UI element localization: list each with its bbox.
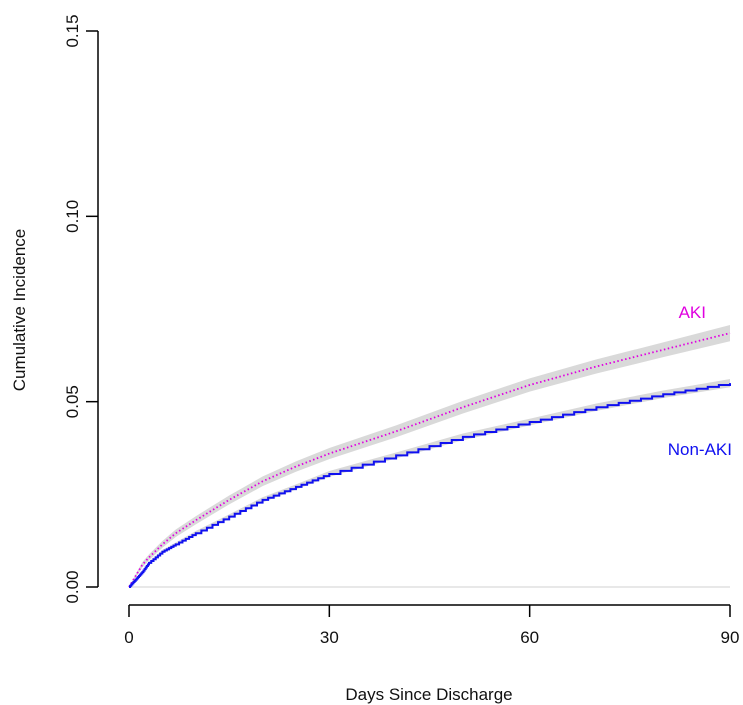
x-tick-label: 30 bbox=[320, 628, 339, 647]
y-tick-label: 0.10 bbox=[63, 200, 82, 233]
y-tick-label: 0.05 bbox=[63, 385, 82, 418]
x-tick-label: 90 bbox=[721, 628, 740, 647]
series-curves bbox=[128, 332, 731, 588]
x-axis-title: Days Since Discharge bbox=[345, 685, 512, 704]
x-tick-label: 60 bbox=[520, 628, 539, 647]
x-tick-label: 0 bbox=[124, 628, 133, 647]
y-axis-title: Cumulative Incidence bbox=[10, 229, 29, 392]
y-tick-label: 0.00 bbox=[63, 570, 82, 603]
series-line-non-aki bbox=[129, 383, 731, 588]
y-axis-ticks: 0.00 0.05 0.10 0.15 bbox=[63, 14, 98, 604]
confidence-bands bbox=[129, 324, 730, 587]
series-line-aki bbox=[128, 332, 731, 588]
series-label-aki: AKI bbox=[679, 303, 706, 322]
confidence-band-aki bbox=[129, 324, 730, 587]
confidence-band-non-aki bbox=[129, 379, 730, 587]
y-tick-label: 0.15 bbox=[63, 14, 82, 47]
x-axis-ticks: 0 30 60 90 bbox=[124, 605, 739, 647]
series-label-non-aki: Non-AKI bbox=[668, 440, 732, 459]
